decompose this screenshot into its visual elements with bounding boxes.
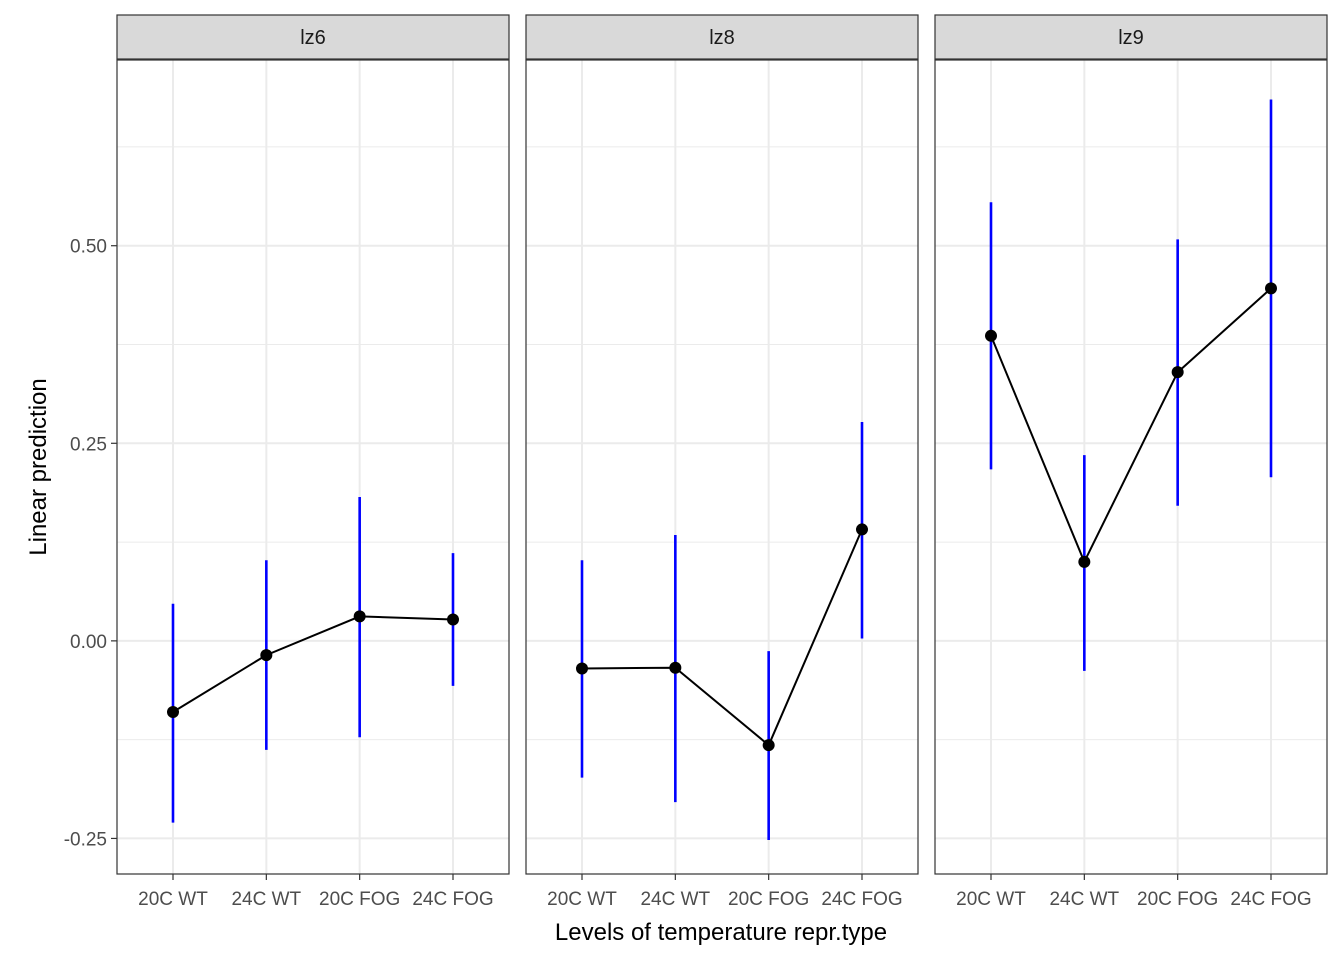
data-point [167, 705, 179, 718]
x-tick-label: 20C WT [956, 889, 1026, 910]
x-tick-label: 24C WT [640, 889, 710, 910]
facet-strip [116, 14, 510, 60]
facet-strip-label: lz6 [300, 27, 326, 49]
y-tick-label: 0.25 [70, 434, 107, 455]
panel-border [934, 59, 1328, 875]
panel-border [525, 59, 919, 875]
x-tick-label: 24C FOG [1230, 889, 1311, 910]
x-tick-label: 24C WT [231, 889, 301, 910]
series-line [990, 287, 1272, 565]
facet-strip-label: lz8 [709, 27, 735, 49]
series-line [581, 529, 863, 747]
x-tick-label: 20C WT [138, 889, 208, 910]
data-point [1171, 366, 1184, 379]
x-tick-label: 24C FOG [821, 889, 902, 910]
data-point [1265, 282, 1277, 295]
x-axis-title: Levels of temperature repr.type [555, 919, 887, 946]
x-tick-label: 20C FOG [1137, 889, 1218, 910]
y-axis-title: Linear prediction [25, 378, 52, 555]
data-point [985, 329, 997, 342]
panel-background [526, 60, 918, 874]
facet-strip [934, 14, 1328, 60]
facet-strip-label: lz9 [1118, 27, 1144, 49]
data-point [1078, 555, 1091, 568]
data-point [576, 662, 588, 675]
data-point [762, 739, 775, 752]
data-point [353, 610, 366, 623]
x-tick-label: 24C WT [1049, 889, 1119, 910]
data-point [447, 613, 459, 626]
y-tick-label: 0.50 [70, 237, 107, 258]
series-line [172, 615, 454, 713]
x-tick-label: 20C FOG [728, 889, 809, 910]
x-tick-label: 20C FOG [319, 889, 400, 910]
data-point [260, 649, 273, 662]
data-point [669, 661, 682, 674]
x-tick-label: 20C WT [547, 889, 617, 910]
y-tick-label: -0.25 [64, 829, 107, 850]
data-point [856, 523, 868, 536]
y-tick-label: 0.00 [70, 632, 107, 653]
facet-panels: lz6 20C WT 24C WT 20C FOG 24C FOG lz8 20C WT 24… [116, 14, 1328, 910]
facet-panel-lz8: lz8 20C WT 24C WT 20C FOG 24C FOG [525, 14, 919, 910]
facet-panel-lz6: lz6 20C WT 24C WT 20C FOG 24C FOG [116, 14, 510, 910]
facet-strip [525, 14, 919, 60]
x-tick-label: 24C FOG [412, 889, 493, 910]
y-axis: -0.25 0.00 0.25 0.50 [64, 237, 117, 850]
panel-border [116, 59, 510, 875]
panel-background [117, 60, 509, 874]
facet-panel-lz9: lz9 20C WT 24C WT 20C FOG 24C FOG [934, 14, 1328, 910]
